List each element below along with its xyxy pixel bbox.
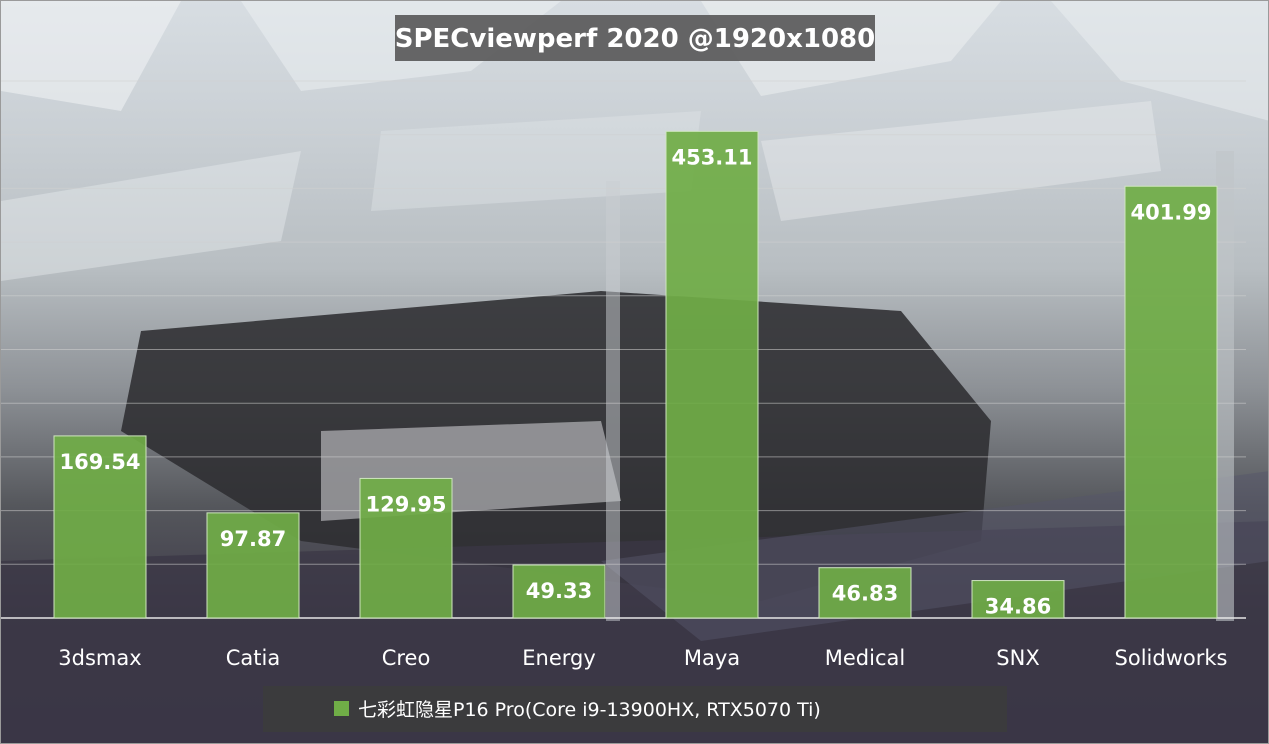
legend-swatch: [334, 701, 349, 716]
bar-energy: [512, 564, 606, 619]
category-label-snx: SNX: [996, 646, 1039, 670]
chart-title: SPECviewperf 2020 @1920x1080: [395, 24, 875, 54]
bar-medical: [818, 567, 912, 619]
category-labels: 3dsmax Catia Creo Energy Maya Medical SNX Solid…: [58, 646, 1227, 670]
bar-catia: [206, 512, 300, 619]
category-label-medical: Medical: [825, 646, 905, 670]
bar-maya: [665, 130, 759, 619]
gridlines: [1, 80, 1246, 619]
data-label-maya: 453.11: [671, 145, 752, 169]
data-label-snx: 34.86: [985, 595, 1051, 619]
category-label-solidworks: Solidworks: [1115, 646, 1228, 670]
data-label-medical: 46.83: [832, 582, 898, 606]
category-label-maya: Maya: [684, 646, 740, 670]
category-label-creo: Creo: [382, 646, 431, 670]
bar-3dsmax: [53, 435, 147, 619]
data-label-creo: 129.95: [365, 492, 446, 516]
bar-creo: [359, 477, 453, 619]
category-label-catia: Catia: [226, 646, 280, 670]
bar-snx: [971, 580, 1065, 619]
legend: 七彩虹隐星P16 Pro(Core i9-13900HX, RTX5070 Ti…: [263, 686, 1007, 732]
data-label-solidworks: 401.99: [1130, 200, 1211, 224]
bar-solidworks: [1124, 185, 1218, 619]
data-label-energy: 49.33: [526, 579, 592, 603]
chart-title-group: SPECviewperf 2020 @1920x1080: [395, 15, 875, 61]
bars: [53, 130, 1218, 619]
data-label-3dsmax: 169.54: [59, 450, 140, 474]
category-label-3dsmax: 3dsmax: [58, 646, 141, 670]
data-labels: 169.54 97.87 129.95 49.33 453.11 46.83 34.86 40…: [59, 145, 1211, 618]
data-label-catia: 97.87: [220, 527, 286, 551]
category-label-energy: Energy: [522, 646, 596, 670]
legend-entry: 七彩虹隐星P16 Pro(Core i9-13900HX, RTX5070 Ti…: [358, 699, 821, 721]
